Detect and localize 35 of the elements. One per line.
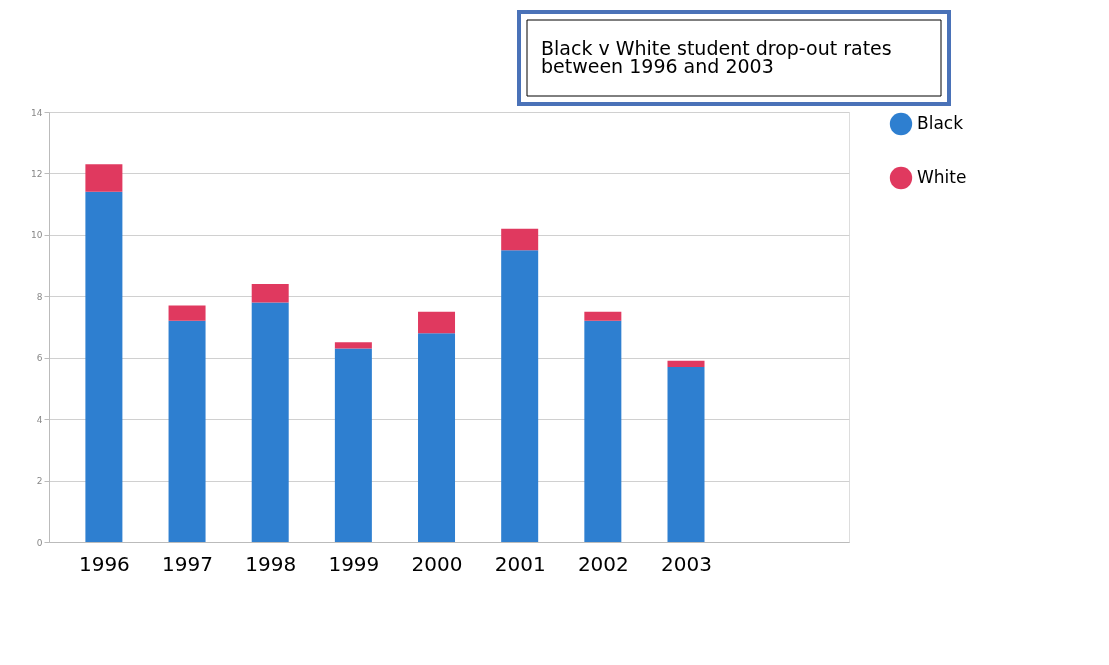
legend-label: Black	[917, 113, 964, 133]
y-tick-label: 6	[36, 353, 43, 364]
bar	[334, 342, 372, 349]
y-tick-label: 12	[31, 168, 43, 179]
bar	[85, 164, 123, 192]
x-tick-label: 2002	[577, 551, 629, 576]
y-tick-label: 8	[36, 291, 43, 302]
y-tick-label: 0	[36, 537, 43, 548]
bar	[251, 284, 289, 303]
bar	[501, 250, 539, 542]
bar	[667, 366, 705, 542]
bar	[168, 305, 206, 321]
bar	[168, 320, 206, 542]
x-tick-label: 1996	[78, 551, 130, 576]
bar	[251, 302, 289, 542]
legend-label: White	[917, 167, 967, 187]
y-tick-label: 14	[31, 107, 43, 118]
bar	[501, 228, 539, 251]
x-tick-label: 1998	[245, 551, 297, 576]
x-tick-label: 1999	[328, 551, 380, 576]
bar	[85, 191, 123, 542]
x-tick-label: 2003	[661, 551, 712, 576]
bar	[334, 348, 372, 542]
x-tick-label: 2000	[411, 551, 463, 576]
bar	[584, 311, 622, 321]
x-tick-label: 2001	[494, 551, 546, 576]
bar	[667, 360, 705, 367]
x-tick-label: 1997	[162, 551, 214, 576]
y-tick-label: 10	[31, 230, 43, 241]
chart-title: Black v White student drop-out rates between 1996 and 2003	[541, 37, 892, 77]
y-tick-label: 4	[36, 414, 43, 425]
bar	[418, 311, 456, 334]
bar	[584, 320, 622, 542]
y-tick-label: 2	[36, 476, 43, 487]
bar	[418, 333, 456, 542]
